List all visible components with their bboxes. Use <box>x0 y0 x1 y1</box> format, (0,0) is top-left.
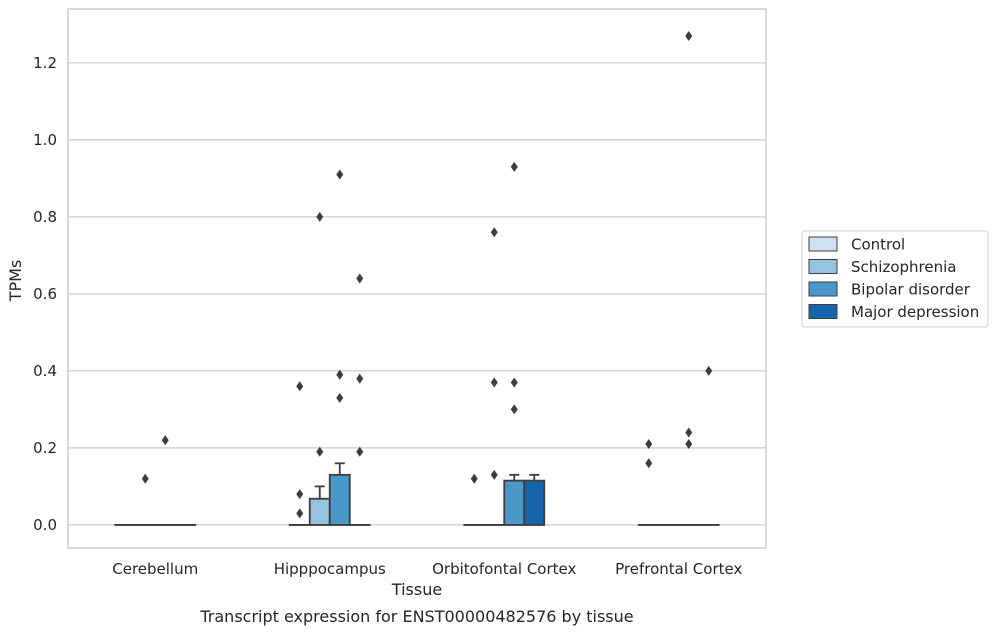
x-tick-label: Prefrontal Cortex <box>615 560 742 578</box>
x-tick-label: Orbitofontal Cortex <box>432 560 576 578</box>
x-tick-label: Hipppocampus <box>274 560 386 578</box>
y-tick-label: 1.0 <box>33 131 57 149</box>
outlier-point <box>490 227 498 238</box>
outlier-point <box>685 30 693 41</box>
outlier-point <box>141 473 149 484</box>
boxes-layer <box>114 30 720 526</box>
box-bipolar-disorder-0 <box>154 435 177 526</box>
legend-label: Control <box>851 236 905 254</box>
outlier-point <box>336 392 344 403</box>
y-axis-label: TPMs <box>6 260 25 303</box>
outlier-point <box>685 439 693 450</box>
legend-swatch <box>808 236 838 252</box>
outlier-point <box>705 365 713 376</box>
outlier-point <box>296 489 304 500</box>
outlier-point <box>510 377 518 388</box>
legend: Control Schizophrenia Bipolar disorder Majo… <box>801 230 989 328</box>
outlier-point <box>316 211 324 222</box>
box-bipolar-disorder-2 <box>503 161 526 526</box>
legend-swatch <box>808 259 838 274</box>
outlier-point <box>645 458 653 469</box>
legend-label: Bipolar disorder <box>851 281 971 299</box>
outlier-point <box>296 381 304 392</box>
box-control-1 <box>288 381 311 526</box>
y-tick-labels: 0.0 0.2 0.4 0.6 0.8 1.0 1.2 <box>33 54 57 534</box>
outlier-point <box>336 369 344 380</box>
box-body <box>308 497 331 526</box>
legend-swatch <box>808 281 838 297</box>
box-control-3 <box>637 439 660 526</box>
legend-frame <box>801 230 989 328</box>
box-major-depression-2 <box>523 473 546 526</box>
box-control-2 <box>463 473 486 526</box>
y-tick-label: 0.2 <box>33 439 57 457</box>
outlier-point <box>356 446 364 457</box>
outlier-point <box>685 427 693 438</box>
outlier-point <box>490 469 498 480</box>
box-body <box>523 479 546 526</box>
outlier-point <box>510 404 518 415</box>
outlier-point <box>336 169 344 180</box>
outlier-point <box>510 161 518 172</box>
x-tick-labels: Cerebellum Hipppocampus Orbitofontal Corte… <box>112 560 742 578</box>
plot-frame <box>67 8 767 549</box>
box-schizophrenia-1 <box>308 211 331 526</box>
outlier-point <box>645 439 653 450</box>
y-tick-label: 1.2 <box>33 54 57 72</box>
outlier-point <box>316 446 324 457</box>
box-major-depression-1 <box>348 273 371 526</box>
box-body <box>328 473 351 526</box>
box-bipolar-disorder-1 <box>328 169 351 526</box>
box-major-depression-3 <box>697 365 720 526</box>
outlier-point <box>470 473 478 484</box>
grid-lines <box>68 62 766 526</box>
y-tick-label: 0.0 <box>33 516 57 534</box>
box-body <box>503 479 526 526</box>
x-tick-label: Cerebellum <box>112 560 198 578</box>
box-schizophrenia-0 <box>134 473 157 526</box>
legend-label: Major depression <box>851 303 979 321</box>
outlier-point <box>490 377 498 388</box>
outlier-point <box>356 373 364 384</box>
outlier-point <box>296 508 304 519</box>
y-tick-label: 0.8 <box>33 208 57 226</box>
figure-caption: Transcript expression for ENST0000048257… <box>199 607 633 626</box>
outlier-point <box>161 435 169 446</box>
outlier-point <box>356 273 364 284</box>
box-bipolar-disorder-3 <box>677 30 700 526</box>
legend-swatch <box>808 304 838 319</box>
box-schizophrenia-2 <box>483 227 506 526</box>
legend-label: Schizophrenia <box>851 258 956 276</box>
y-tick-label: 0.6 <box>33 285 57 303</box>
y-tick-label: 0.4 <box>33 362 57 380</box>
x-axis-label: Tissue <box>391 580 442 599</box>
